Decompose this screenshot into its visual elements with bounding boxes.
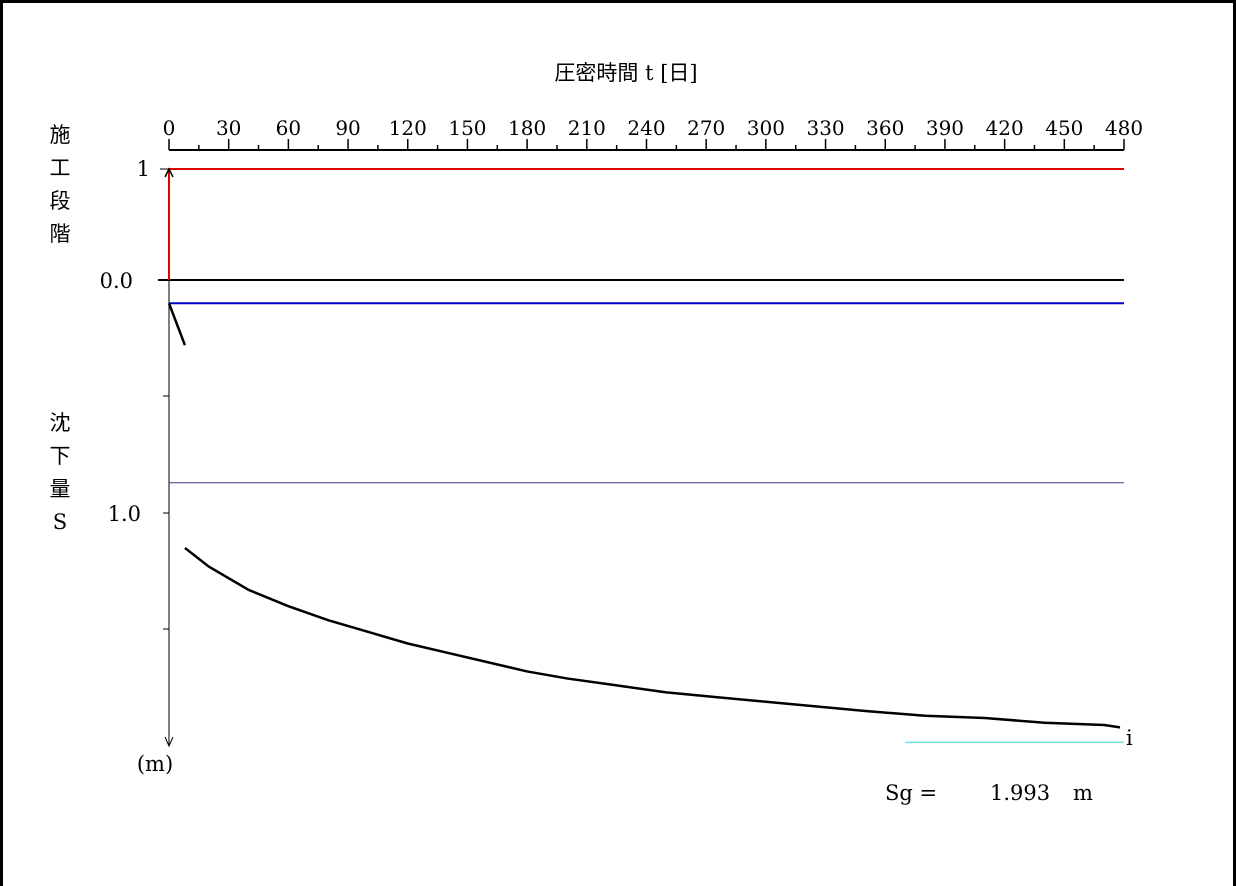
result-label: Sg = [885,781,937,805]
stage-label-char: 工 [50,156,71,180]
construction-stage-line [168,168,1124,280]
stage-label-char: 階 [50,222,71,246]
x-tick-label: 30 [216,116,241,140]
settlement-tick-label: 1.0 [108,502,141,526]
final-marker-label: i [1126,726,1133,750]
x-tick-label: 210 [568,116,606,140]
y-axis [160,168,174,748]
unit-label: (m) [137,752,173,776]
zero-tick-label: 0.0 [100,269,133,293]
x-tick-label: 0 [163,116,176,140]
settlement-label-char: S [53,510,67,534]
settlement-label-char: 下 [50,444,71,468]
chart-title: 圧密時間 t [日] [554,61,697,85]
x-tick-label: 330 [806,116,844,140]
settlement-initial-segment [167,302,187,346]
x-tick-label: 180 [508,116,546,140]
x-tick-label: 270 [687,116,725,140]
settlement-label-char: 量 [50,477,71,501]
x-axis: 0 30 60 90 120 150 180 210 240 270 300 330 360 390 420… [163,116,1143,151]
x-tick-label: 360 [866,116,904,140]
x-tick-label: 240 [627,116,665,140]
stage-label-char: 段 [50,189,71,213]
x-tick-label: 90 [335,116,360,140]
stage-label-char: 施 [50,123,71,147]
stage-tick-label: 1 [137,157,150,181]
x-tick-label: 450 [1045,116,1083,140]
stage-arrow [164,167,174,178]
chart-lines: i [158,167,1133,750]
x-tick-label: 150 [448,116,486,140]
y-axis-arrow [164,736,174,748]
result-unit: m [1073,781,1093,805]
x-tick-label: 60 [276,116,301,140]
x-tick-label: 420 [986,116,1024,140]
settlement-curve [184,546,1121,729]
settlement-label-char: 沈 [50,411,71,435]
x-tick-label: 480 [1105,116,1143,140]
x-tick-label: 300 [747,116,785,140]
x-tick-label: 120 [389,116,427,140]
x-tick-label: 390 [926,116,964,140]
result-value: 1.993 [990,781,1050,805]
